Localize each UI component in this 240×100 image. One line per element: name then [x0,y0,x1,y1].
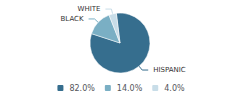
svg-text:HISPANIC: HISPANIC [153,66,186,74]
svg-text:WHITE: WHITE [77,5,100,13]
svg-text:14.0%: 14.0% [117,84,143,93]
svg-text:BLACK: BLACK [61,15,84,23]
svg-text:4.0%: 4.0% [164,84,185,93]
svg-text:82.0%: 82.0% [69,84,95,93]
